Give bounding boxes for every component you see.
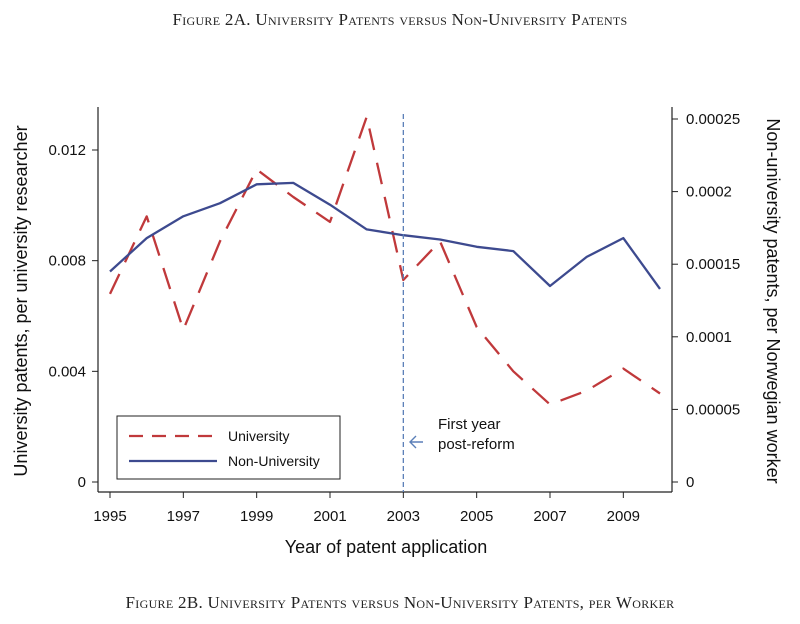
y-left-tick-label: 0.008 [48, 253, 86, 270]
y-right-tick-label: 0 [686, 474, 694, 491]
reform-annotation: First year post-reform [409, 416, 515, 453]
x-tick-label: 1995 [93, 508, 126, 525]
non-university-series-line [109, 181, 661, 290]
x-tick-label: 2001 [313, 508, 346, 525]
legend-non-university-label: Non-University [228, 453, 320, 469]
y-axis-right-title: Non-university patents, per Norwegian wo… [763, 118, 783, 483]
legend: University Non-University [116, 415, 341, 480]
x-tick-label: 2005 [460, 508, 493, 525]
annotation-line-2: post-reform [438, 436, 515, 453]
y-left-tick-label: 0.004 [48, 363, 86, 380]
x-axis: 1995 1997 1999 2001 2003 2005 2007 2009 [93, 492, 640, 525]
y-right-tick-label: 0.00005 [686, 401, 740, 418]
y-left-tick-label: 0 [78, 474, 86, 491]
legend-university-label: University [228, 428, 289, 444]
y-right-tick-label: 0.0002 [686, 184, 732, 201]
y-left-tick-label: 0.012 [48, 142, 86, 159]
x-tick-label: 2009 [607, 508, 640, 525]
university-series-line [108, 115, 661, 406]
x-tick-label: 2003 [387, 508, 420, 525]
annotation-arrow-icon [409, 435, 423, 449]
y-axis-left: 0 0.004 0.008 0.012 [48, 142, 98, 491]
x-tick-label: 2007 [533, 508, 566, 525]
series-layer [108, 115, 661, 406]
y-axis-left-title: University patents, per university resea… [11, 125, 31, 476]
annotation-line-1: First year [438, 416, 501, 433]
y-axis-right: 0 0.00005 0.0001 0.00015 0.0002 0.00025 [672, 111, 740, 491]
x-tick-label: 1997 [167, 508, 200, 525]
figure-2b-caption: Figure 2B. University Patents versus Non… [125, 593, 675, 612]
figure-2a-caption: Figure 2A. University Patents versus Non… [172, 10, 628, 29]
x-tick-label: 1999 [240, 508, 273, 525]
plot-frame [97, 107, 673, 493]
y-right-tick-label: 0.00015 [686, 256, 740, 273]
y-right-tick-label: 0.00025 [686, 111, 740, 128]
y-right-tick-label: 0.0001 [686, 329, 732, 346]
legend-box [116, 415, 341, 480]
x-axis-title: Year of patent application [285, 537, 488, 557]
